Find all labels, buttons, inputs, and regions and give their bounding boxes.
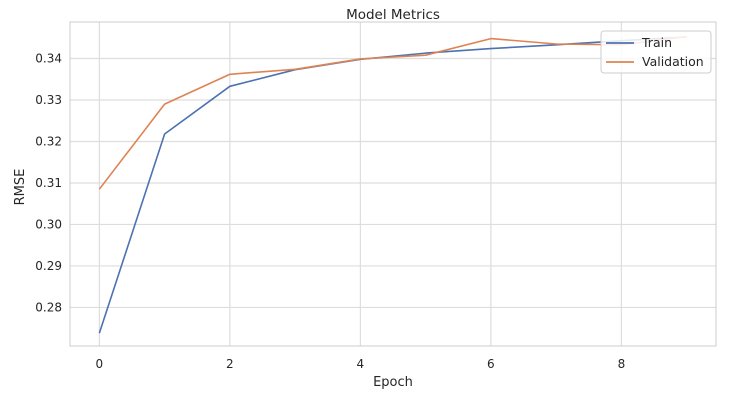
y-tick-label: 0.29 [35,259,62,273]
y-tick-label: 0.34 [35,52,62,66]
grid [70,22,716,346]
series-group [98,35,687,334]
x-tick-label: 4 [357,357,365,371]
y-tick-label: 0.32 [35,134,62,148]
y-tick-label: 0.28 [35,300,62,314]
legend: Train Validation [600,30,712,74]
y-tick-label: 0.30 [35,217,62,231]
x-tick-label: 0 [96,357,104,371]
plot-frame [69,21,717,347]
series-line-train [98,36,687,334]
legend-label-validation: Validation [642,54,704,69]
x-axis-label: Epoch [373,375,413,390]
x-tick-label: 2 [226,357,234,371]
y-tick-label: 0.31 [35,176,62,190]
y-axis-label: RMSE [13,169,28,206]
series-line-validation [98,35,687,190]
x-tick-labels: 0 2 4 6 8 [96,357,626,371]
legend-label-train: Train [641,35,672,50]
x-tick-label: 8 [618,357,626,371]
chart-title: Model Metrics [346,7,440,23]
y-tick-label: 0.33 [35,93,62,107]
x-tick-label: 6 [487,357,495,371]
y-tick-labels: 0.28 0.29 0.30 0.31 0.32 0.33 0.34 [35,52,62,315]
